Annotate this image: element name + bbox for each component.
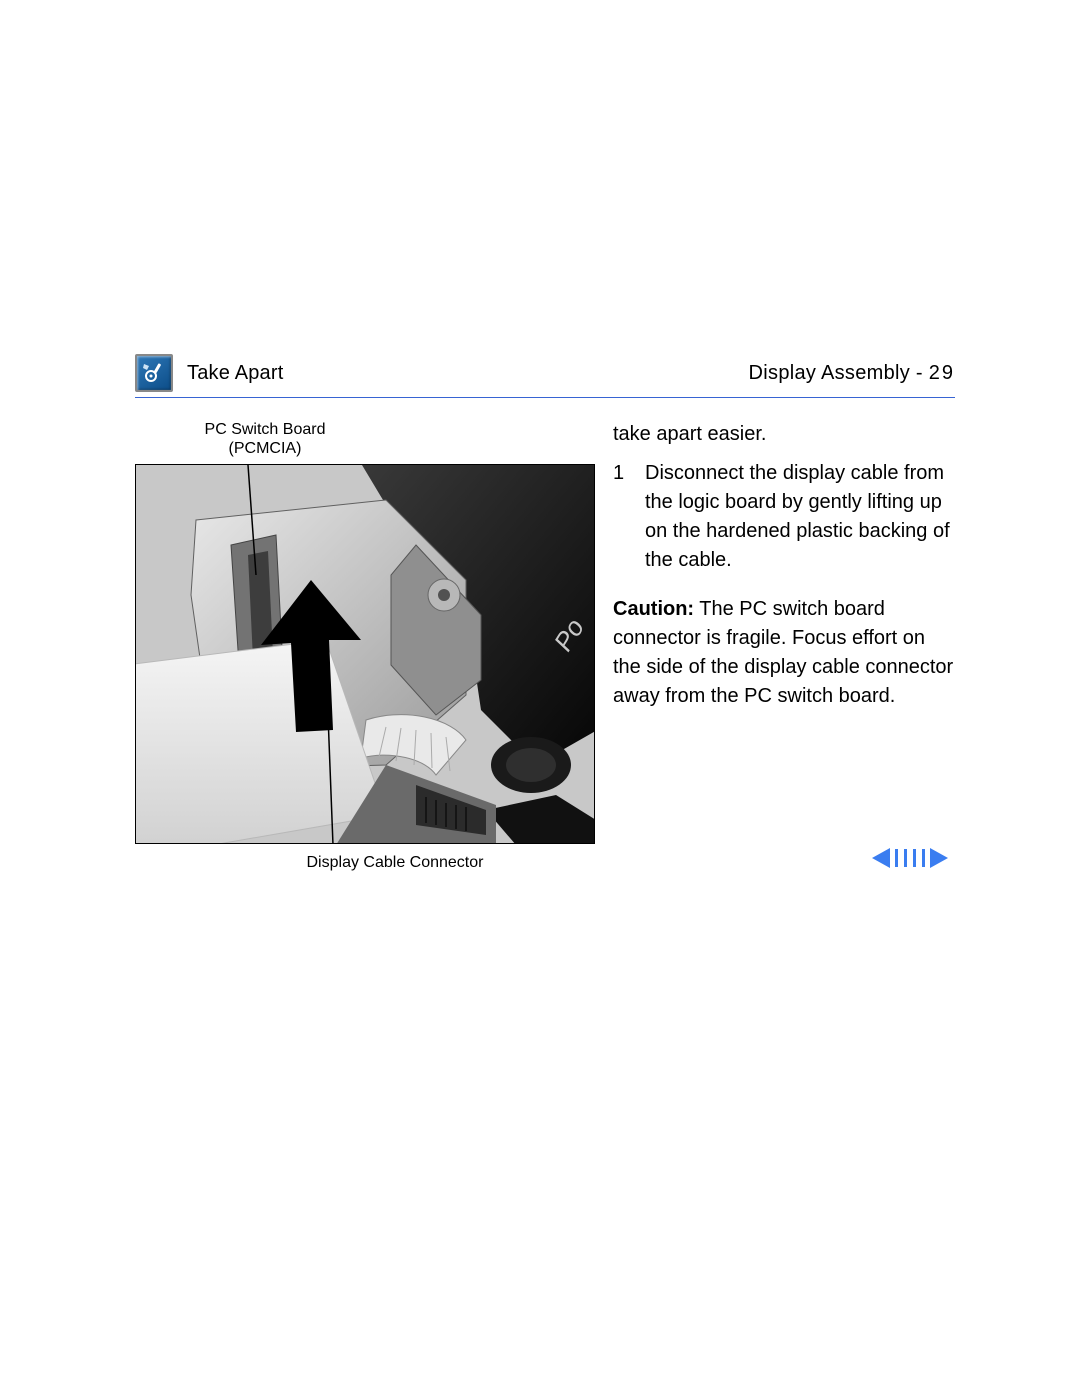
nav-bar-icon	[895, 849, 898, 867]
figure-column: PC Switch Board (PCMCIA)	[135, 420, 595, 872]
page-nav	[872, 848, 948, 868]
caution-label: Caution:	[613, 598, 694, 620]
header-rule	[135, 397, 955, 398]
chapter-title: Take Apart	[187, 362, 284, 385]
disassembly-icon	[135, 354, 173, 392]
page-content: Take Apart Display Assembly - 29 PC Swit…	[135, 355, 955, 872]
callout-top-line2: (PCMCIA)	[229, 440, 302, 457]
page-number: 29	[929, 362, 955, 384]
lead-fragment: take apart easier.	[613, 420, 955, 449]
content-row: PC Switch Board (PCMCIA)	[135, 420, 955, 872]
next-page-icon[interactable]	[930, 848, 948, 868]
instruction-column: take apart easier. 1 Disconnect the disp…	[613, 420, 955, 872]
section-title: Display Assembly	[749, 362, 911, 384]
step-text: Disconnect the display cable from the lo…	[645, 459, 955, 575]
prev-page-icon[interactable]	[872, 848, 890, 868]
page-separator: -	[910, 362, 929, 384]
nav-bar-icon	[922, 849, 925, 867]
nav-bar-icon	[904, 849, 907, 867]
nav-bar-icon	[913, 849, 916, 867]
page-header: Take Apart Display Assembly - 29	[135, 355, 955, 391]
step-number: 1	[613, 459, 627, 575]
page-locator: Display Assembly - 29	[749, 362, 955, 385]
page-canvas: Take Apart Display Assembly - 29 PC Swit…	[0, 0, 1080, 1397]
technical-illustration: Po	[135, 464, 595, 844]
figure-callout-top: PC Switch Board (PCMCIA)	[155, 420, 375, 458]
caution-paragraph: Caution: The PC switch board connector i…	[613, 595, 955, 711]
figure-callout-bottom: Display Cable Connector	[255, 854, 535, 872]
step-1: 1 Disconnect the display cable from the …	[613, 459, 955, 575]
callout-top-line1: PC Switch Board	[205, 421, 326, 438]
